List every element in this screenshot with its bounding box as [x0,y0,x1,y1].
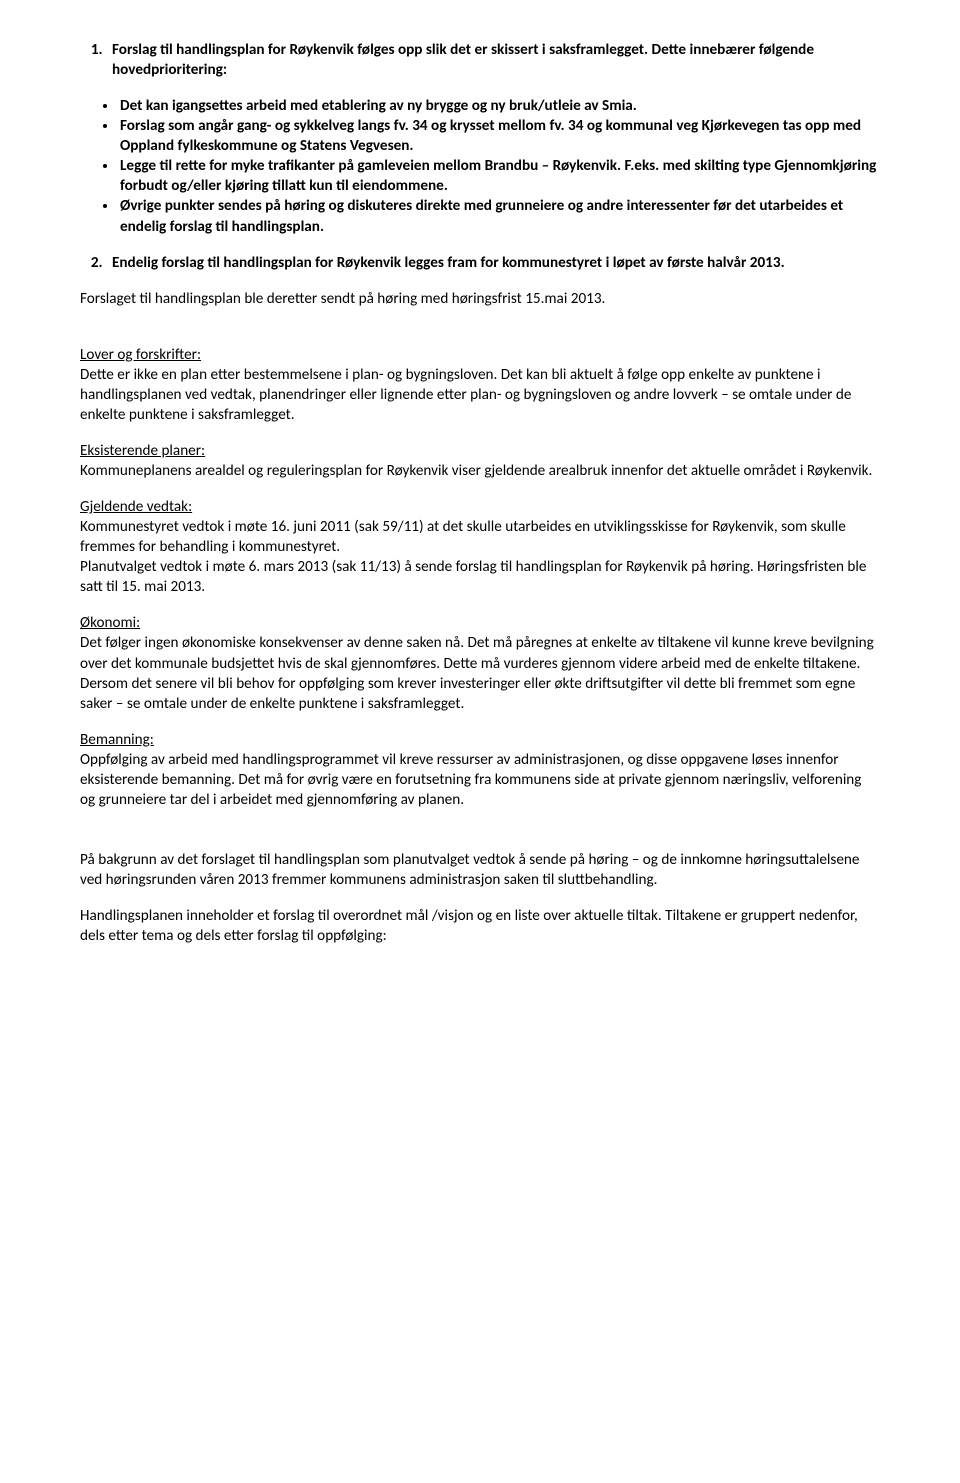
heading-okonomi: Økonomi: [80,614,140,632]
body-okonomi: Det følger ingen økonomiske konsekvenser… [80,634,874,712]
bullet-item: Forslag som angår gang- og sykkelveg lan… [118,116,880,156]
body-bemanning: Oppfølging av arbeid med handlingsprogra… [80,751,861,809]
numbered-list-2: Endelig forslag til handlingsplan for Rø… [80,253,880,273]
closing-paragraph-2: Handlingsplanen inneholder et forslag ti… [80,906,880,946]
paragraph-after-list: Forslaget til handlingsplan ble deretter… [80,289,880,309]
heading-bemanning: Bemanning: [80,731,154,749]
section-bemanning: Bemanning: Oppfølging av arbeid med hand… [80,730,880,810]
section-gjeldende: Gjeldende vedtak: Kommunestyret vedtok i… [80,497,880,597]
body-eksisterende: Kommuneplanens arealdel og reguleringspl… [80,462,872,480]
heading-lover: Lover og forskrifter: [80,346,201,364]
list-item-2: Endelig forslag til handlingsplan for Rø… [106,253,880,273]
section-okonomi: Økonomi: Det følger ingen økonomiske kon… [80,613,880,713]
heading-eksisterende: Eksisterende planer: [80,442,205,460]
bullet-list: Det kan igangsettes arbeid med etablerin… [80,96,880,236]
list-item-2-body: Endelig forslag til handlingsplan for Rø… [112,253,880,273]
list-item-1-intro: Forslag til handlingsplan for Røykenvik … [112,40,880,80]
body-lover: Dette er ikke en plan etter bestemmelsen… [80,366,851,424]
list-item-1: Forslag til handlingsplan for Røykenvik … [106,40,880,80]
body-gjeldende-2: Planutvalget vedtok i møte 6. mars 2013 … [80,558,866,596]
bullet-item: Det kan igangsettes arbeid med etablerin… [118,96,880,116]
heading-gjeldende: Gjeldende vedtak: [80,498,192,516]
body-gjeldende-1: Kommunestyret vedtok i møte 16. juni 201… [80,518,846,556]
bullet-item: Legge til rette for myke trafikanter på … [118,156,880,196]
closing-paragraph-1: På bakgrunn av det forslaget til handlin… [80,850,880,890]
document-page: Forslag til handlingsplan for Røykenvik … [0,0,960,986]
numbered-list: Forslag til handlingsplan for Røykenvik … [80,40,880,80]
section-eksisterende: Eksisterende planer: Kommuneplanens area… [80,441,880,481]
bullet-item: Øvrige punkter sendes på høring og disku… [118,196,880,236]
section-lover: Lover og forskrifter: Dette er ikke en p… [80,345,880,425]
